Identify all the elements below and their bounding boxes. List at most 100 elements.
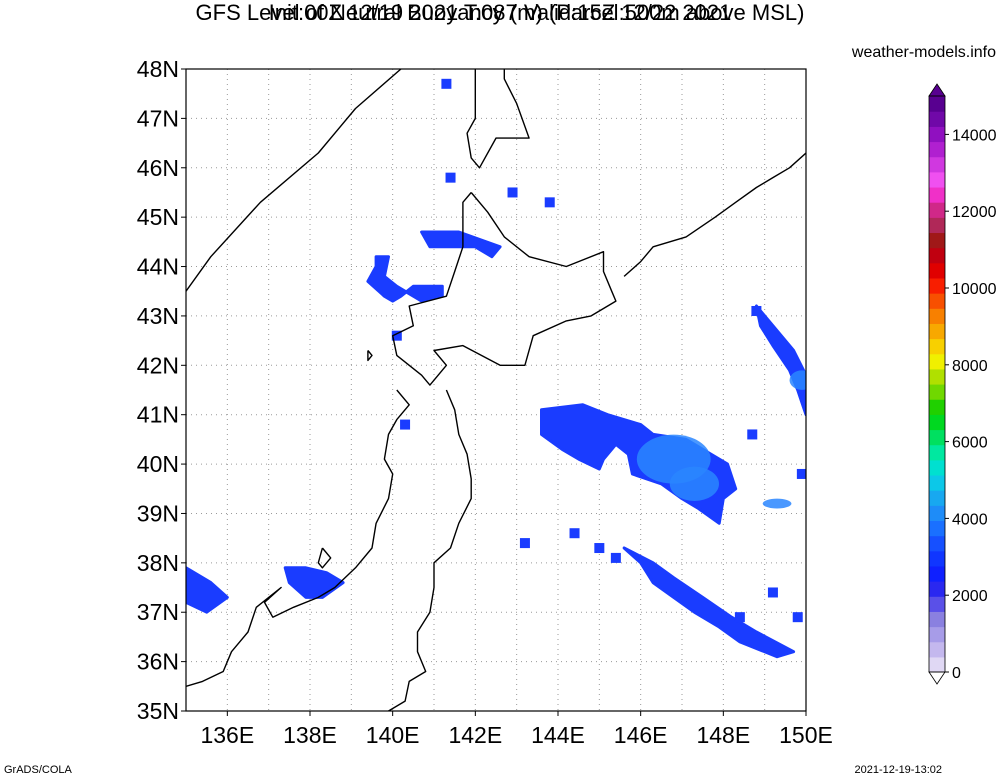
lon-label-142E: 142E [448, 722, 502, 748]
lnb-region-sea-japan-south [283, 566, 345, 599]
lnb-region-sea-japan-north [366, 255, 444, 303]
colorbar-segment [929, 399, 945, 415]
lon-label-150E: 150E [779, 722, 833, 748]
title-line-2: Init:00Z 12/19 2021 T:087 Valid:15Z 12/2… [268, 0, 732, 25]
lnb-highlight [669, 466, 720, 501]
longitude-labels: 136E 138E 140E 142E 144E 146E 148E 150E [200, 711, 833, 748]
colorbar-segment [929, 641, 945, 658]
lnb-region-west-edge [186, 566, 229, 614]
coast-segment [388, 389, 472, 711]
colorbar-bottom-arrow [928, 671, 946, 685]
lat-label-48N: 48N [137, 56, 179, 82]
lnb-region-pacific-chain [622, 546, 796, 659]
colorbar-segment [929, 429, 945, 446]
lnb-cell [519, 538, 530, 549]
colorbar-segment [929, 505, 945, 522]
graticule [186, 69, 806, 711]
colorbar-segment [929, 368, 945, 385]
lnb-field [186, 78, 806, 659]
colorbar-segment [929, 96, 945, 112]
lnb-region-pacific-east-edge [754, 304, 806, 417]
colorbar-segment [929, 247, 945, 264]
colorbar-segment [929, 444, 945, 461]
lnb-cell [391, 330, 402, 341]
colorbar-label-14000: 14000 [952, 127, 997, 144]
lon-label-138E: 138E [283, 722, 337, 748]
colorbar-segment [929, 656, 945, 673]
coast-segment [623, 152, 806, 277]
colorbar-label-6000: 6000 [952, 435, 988, 452]
coast-segment [466, 69, 530, 169]
lat-label-37N: 37N [137, 599, 179, 625]
colorbar-segment [929, 171, 945, 188]
lnb-cell [610, 552, 621, 563]
lnb-highlight [762, 498, 792, 509]
lnb-cell [792, 612, 803, 623]
lat-label-38N: 38N [137, 550, 179, 576]
lnb-cell [569, 528, 580, 539]
colorbar-segment [929, 459, 945, 476]
colorbar-segment [929, 414, 945, 431]
coast-segment [367, 350, 373, 362]
lnb-cell [445, 172, 456, 183]
colorbar-segment [929, 262, 945, 279]
colorbar-segment [929, 550, 945, 567]
site-credit: weather-models.info [851, 44, 996, 61]
colorbar-segment [929, 308, 945, 324]
colorbar-segment [929, 338, 945, 355]
colorbar-frame [928, 95, 946, 673]
colorbar-label-0: 0 [952, 665, 961, 682]
lon-label-140E: 140E [366, 722, 420, 748]
colorbar-segment [929, 611, 945, 628]
coast-segment [317, 547, 332, 569]
colorbar-segment [929, 232, 945, 249]
coastline [186, 69, 806, 711]
lat-label-39N: 39N [137, 500, 179, 526]
colorbar-segment [929, 217, 945, 234]
lat-label-36N: 36N [137, 649, 179, 675]
colorbar-segment [929, 596, 945, 612]
colorbar-segment [929, 293, 945, 309]
lat-label-42N: 42N [137, 352, 179, 378]
colorbar-label-4000: 4000 [952, 511, 988, 528]
lat-label-46N: 46N [137, 155, 179, 181]
lnb-cell [796, 468, 806, 479]
colorbar-segment [929, 111, 945, 127]
lat-label-35N: 35N [137, 698, 179, 724]
footer-software: GrADS/COLA [4, 764, 72, 776]
colorbar-segment [929, 353, 945, 370]
colorbar-segment [929, 490, 945, 506]
colorbar-segment [929, 384, 945, 400]
latitude-labels: 48N 47N 46N 45N 44N 43N 42N 41N 40N 39N 38N 37N 36N 3… [137, 56, 186, 724]
coast-segment [186, 389, 410, 687]
lnb-cell [747, 429, 758, 440]
coast-segment [392, 192, 617, 386]
colorbar-label-8000: 8000 [952, 358, 988, 375]
colorbar-segment [929, 156, 945, 173]
colorbar-label-2000: 2000 [952, 588, 988, 605]
lat-label-47N: 47N [137, 105, 179, 131]
lnb-cell [751, 305, 762, 316]
colorbar-segment [929, 186, 945, 203]
map-frame [185, 68, 807, 712]
colorbar-segment [929, 535, 945, 552]
colorbar-segment [929, 474, 945, 491]
lon-label-144E: 144E [531, 722, 585, 748]
lnb-cell [594, 543, 605, 554]
lon-label-136E: 136E [200, 722, 254, 748]
lat-label-43N: 43N [137, 303, 179, 329]
lnb-cell [507, 187, 518, 198]
colorbar-label-10000: 10000 [952, 281, 997, 298]
lnb-cell [697, 602, 708, 613]
title-line-1: GFS Level of Neutral Buoyancy (m) (Parce… [195, 0, 805, 25]
colorbar-segment [929, 202, 945, 218]
colorbar-segment [929, 520, 945, 537]
lat-label-44N: 44N [137, 254, 179, 280]
lon-label-148E: 148E [696, 722, 750, 748]
lnb-cell [400, 419, 411, 430]
colorbar-segment [929, 323, 945, 340]
coast-segment [186, 69, 402, 292]
lat-label-41N: 41N [137, 402, 179, 428]
lat-label-40N: 40N [137, 451, 179, 477]
